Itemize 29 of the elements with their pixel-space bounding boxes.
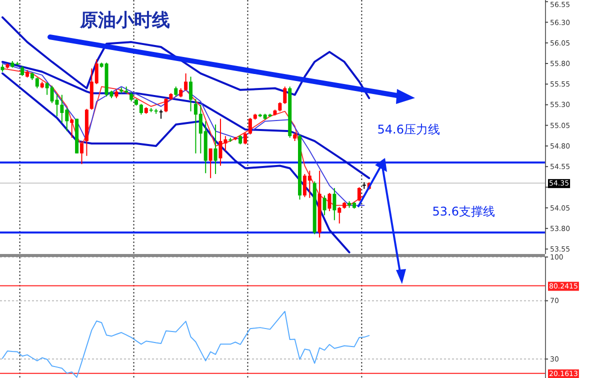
- candlestick: [164, 98, 168, 113]
- candlestick: [248, 117, 252, 135]
- candlestick: [238, 134, 242, 145]
- candlestick: [322, 194, 326, 216]
- line-series: [2, 310, 370, 378]
- candlestick: [338, 206, 342, 224]
- text: 原油小时线: [79, 10, 170, 31]
- candlestick: [139, 103, 143, 116]
- ref-line-label: 53.6支撑线: [432, 204, 495, 219]
- candlestick: [20, 65, 24, 76]
- candlestick: [159, 109, 163, 120]
- candlestick: [189, 76, 192, 112]
- candlestick: [244, 132, 247, 145]
- candlestick: [357, 186, 361, 202]
- candlestick: [35, 77, 39, 89]
- ref-line-label: 54.6压力线: [377, 122, 440, 136]
- candlestick: [179, 88, 183, 98]
- candlestick: [208, 148, 212, 179]
- candlestick: [174, 86, 178, 97]
- candlestick: [328, 192, 332, 212]
- candlestick: [278, 102, 282, 112]
- candlestick: [184, 72, 188, 92]
- candlestick: [214, 124, 218, 175]
- candlestick: [283, 86, 287, 104]
- candlestick: [80, 140, 84, 165]
- candlestick: [130, 92, 134, 102]
- candlestick: [70, 118, 74, 138]
- candlestick: [332, 188, 336, 221]
- line-series: [1, 72, 350, 254]
